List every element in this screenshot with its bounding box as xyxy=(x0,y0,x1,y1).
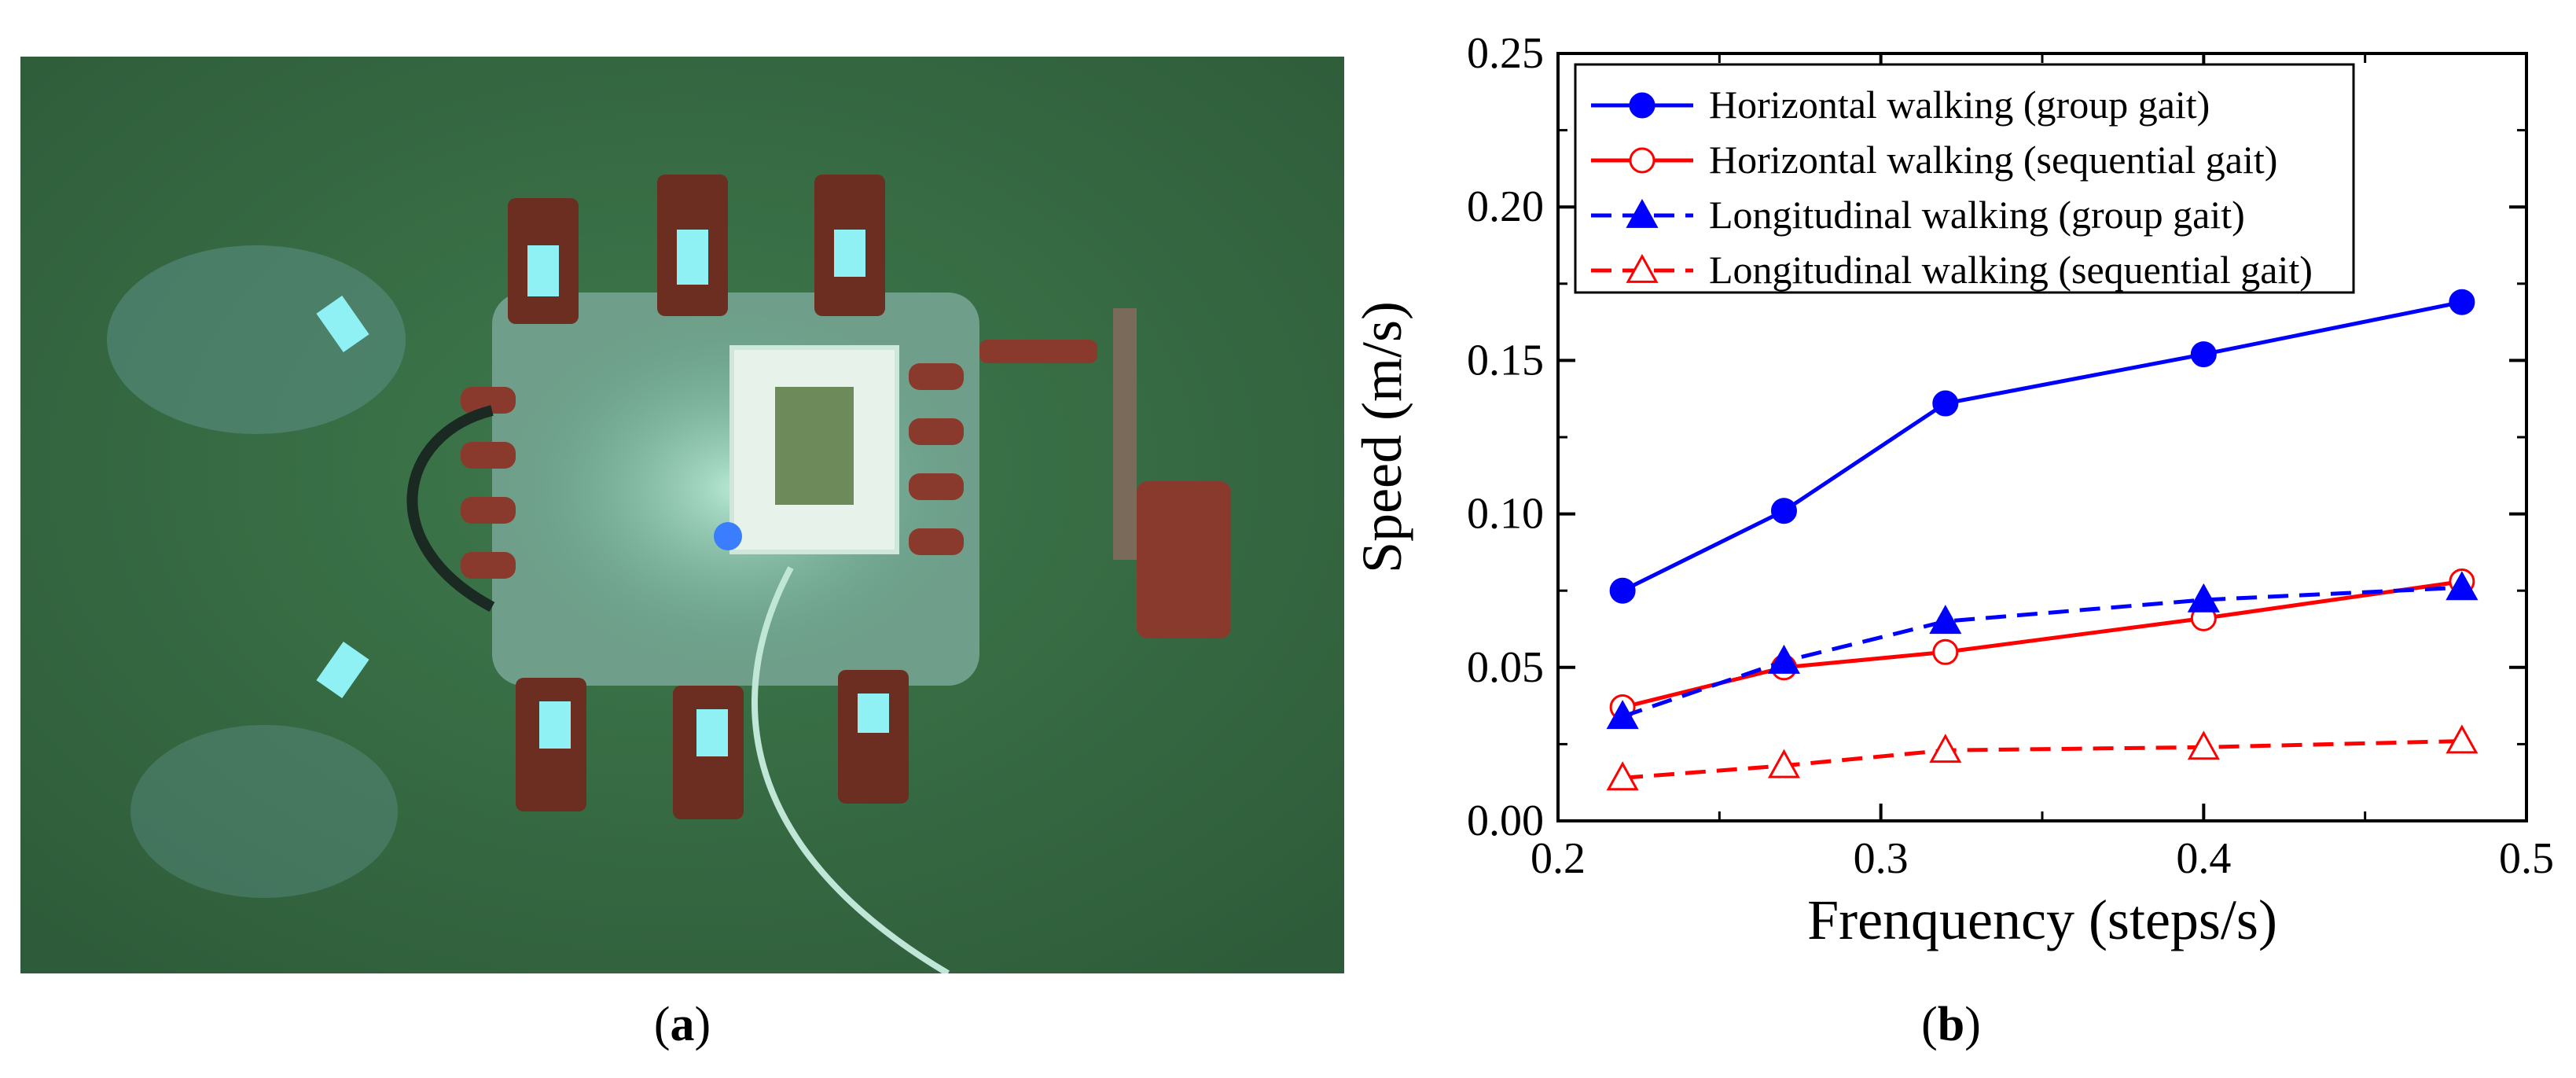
data-point-3 xyxy=(2187,730,2220,760)
y-tick-label: 0.25 xyxy=(1467,29,1544,78)
panel-label-b: (b) xyxy=(1921,998,1981,1051)
panel-label-a: (a) xyxy=(653,998,711,1051)
data-point-2 xyxy=(1606,700,1639,730)
line-chart: 0.2 0.3 0.4 0.5 0.00 0.05 0.10 0.15 0.20 0.25 Fren… xyxy=(1350,29,2554,951)
robot-photo xyxy=(20,57,1344,973)
data-point-0 xyxy=(2449,289,2475,315)
data-point-0 xyxy=(1770,498,1797,524)
hexapod-robot-photo-icon xyxy=(20,57,1344,973)
legend-marker xyxy=(1626,198,1659,228)
data-point-2 xyxy=(1767,644,1801,674)
legend-entry: Horizontal walking (sequential gait) xyxy=(1709,138,2277,182)
data-point-0 xyxy=(1932,390,1959,417)
y-tick-label: 0.10 xyxy=(1467,490,1544,539)
data-point-3 xyxy=(1767,749,1801,778)
y-tick-label: 0.05 xyxy=(1467,643,1544,692)
series-line-1 xyxy=(1622,579,2463,709)
x-tick-label: 0.3 xyxy=(1854,834,1909,883)
series-line-0 xyxy=(1622,300,2463,593)
legend-marker xyxy=(1629,92,1655,119)
legend-entry: Longitudinal walking (sequential gait) xyxy=(1709,248,2313,292)
data-point-3 xyxy=(1606,761,1639,791)
legend-marker xyxy=(1629,147,1655,174)
y-tick-label: 0.00 xyxy=(1467,797,1544,845)
data-point-0 xyxy=(2190,341,2217,368)
data-point-3 xyxy=(2446,724,2479,754)
data-point-2 xyxy=(2446,571,2479,601)
y-tick-label: 0.20 xyxy=(1467,182,1544,231)
data-point-1 xyxy=(1932,638,1959,665)
data-point-2 xyxy=(1929,605,1962,635)
data-point-3 xyxy=(1929,734,1962,763)
x-tick-label: 0.4 xyxy=(2176,834,2231,883)
x-axis-label: Frenquency (steps/s) xyxy=(1807,889,2277,951)
legend-box xyxy=(1574,63,2355,294)
data-point-2 xyxy=(2187,583,2220,613)
x-tick-label: 0.5 xyxy=(2499,834,2554,883)
legend-entry: Longitudinal walking (group gait) xyxy=(1709,193,2245,237)
series-line-3 xyxy=(1622,738,2462,780)
speed-chart: 0.2 0.3 0.4 0.5 0.00 0.05 0.10 0.15 0.20 0.25 Fren… xyxy=(1336,0,2576,991)
legend-entry: Horizontal walking (group gait) xyxy=(1709,83,2210,127)
series-line-2 xyxy=(1622,585,2462,719)
data-point-0 xyxy=(1609,577,1636,604)
y-axis-label: Speed (m/s) xyxy=(1350,301,1413,573)
x-tick-label: 0.2 xyxy=(1531,834,1586,883)
y-tick-label: 0.15 xyxy=(1467,336,1544,384)
legend-marker xyxy=(1626,253,1659,283)
